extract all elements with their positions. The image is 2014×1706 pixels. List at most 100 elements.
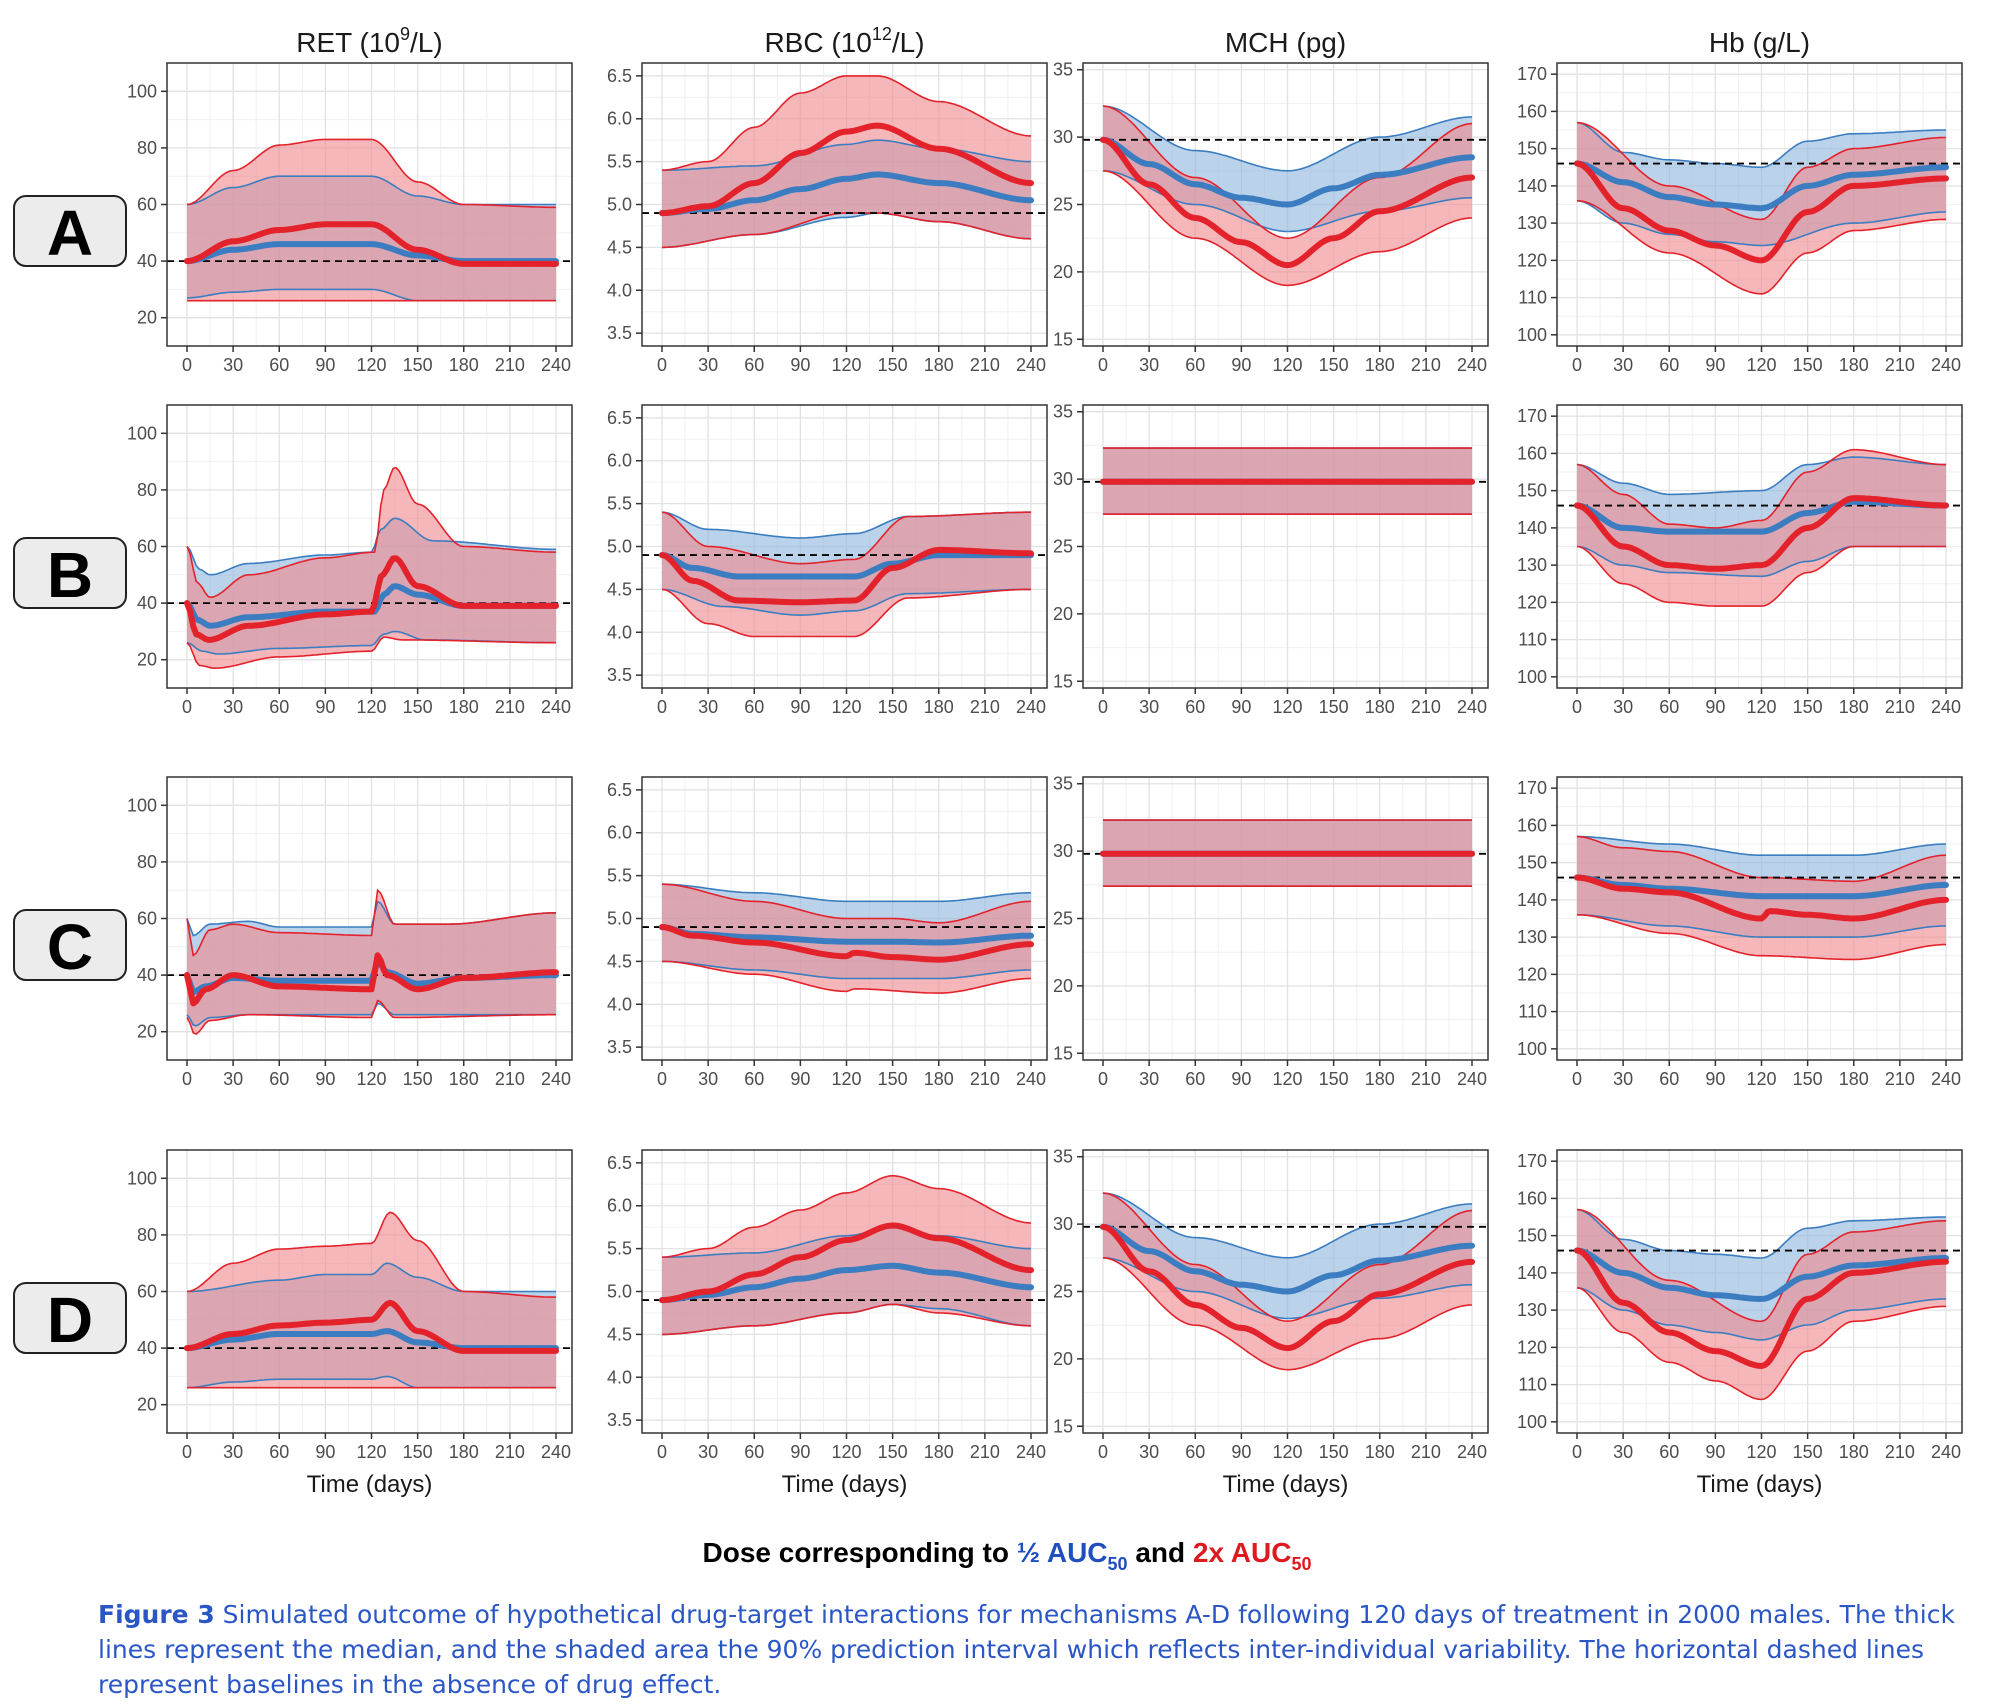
x-tick-label: 180 — [924, 1069, 954, 1089]
legend-high-dose: 2x AUC — [1193, 1537, 1292, 1568]
x-tick-label: 120 — [831, 697, 861, 717]
column-title-text: RBC (10 — [764, 27, 871, 58]
x-tick-label: 210 — [1411, 355, 1441, 375]
y-tick-label: 100 — [1517, 325, 1547, 345]
x-tick-label: 60 — [1185, 697, 1205, 717]
row-labels: A B C D — [13, 195, 127, 1356]
band-edge-upper — [662, 883, 1031, 903]
x-tick-label: 240 — [541, 355, 571, 375]
x-tick-label: 0 — [1098, 355, 1108, 375]
band-edge-lower — [1577, 914, 1946, 961]
median-line — [1574, 160, 1949, 212]
x-tick-label: 90 — [1705, 1069, 1725, 1089]
x-tick-label: 60 — [744, 1442, 764, 1462]
y-tick-label: 40 — [137, 1338, 157, 1358]
x-tick-label: 90 — [790, 1442, 810, 1462]
y-tick-label: 60 — [137, 1282, 157, 1302]
x-tick-label: 240 — [1931, 1442, 1961, 1462]
x-tick-label: 120 — [831, 1442, 861, 1462]
x-tick-label: 0 — [1098, 1069, 1108, 1089]
band-edge-upper — [1576, 121, 1946, 221]
x-tick-label: 180 — [924, 1442, 954, 1462]
x-tick-label: 120 — [831, 1069, 861, 1089]
x-tick-label: 210 — [1411, 697, 1441, 717]
panel-d-mch: 15 20 25 30 35 0 30 60 90 120 150 180 210 240 — [1053, 1147, 1489, 1462]
band-edge-upper — [1577, 835, 1947, 856]
x-tick-label: 0 — [1572, 1442, 1582, 1462]
y-tick-label: 6.5 — [607, 408, 632, 428]
legend-low-dose: ½ AUC — [1017, 1537, 1108, 1568]
y-tick-label: 160 — [1517, 1188, 1547, 1208]
band-edge-upper — [661, 1174, 1032, 1258]
y-tick-label: 130 — [1517, 1300, 1547, 1320]
x-tick-label: 210 — [1885, 697, 1915, 717]
y-tick-label: 35 — [1053, 1147, 1073, 1167]
y-tick-label: 20 — [137, 308, 157, 328]
x-tick-label: 0 — [1572, 355, 1582, 375]
x-tick-label: 90 — [1231, 697, 1251, 717]
x-tick-label: 120 — [1746, 1069, 1776, 1089]
x-tick-label: 120 — [356, 697, 386, 717]
x-tick-label: 0 — [657, 1442, 667, 1462]
x-tick-label: 90 — [1705, 697, 1725, 717]
y-tick-label: 110 — [1518, 1002, 1547, 1022]
x-tick-label: 180 — [449, 697, 479, 717]
x-tick-label: 90 — [1231, 1442, 1251, 1462]
x-tick-label: 240 — [1457, 697, 1487, 717]
panel-c-ret: 20 40 60 80 100 0 30 60 90 120 150 180 210 240 — [127, 776, 573, 1089]
x-tick-label: 30 — [698, 697, 718, 717]
x-axis-label: Time (days) — [307, 1471, 433, 1498]
x-tick-label: 60 — [269, 697, 289, 717]
y-tick-label: 30 — [1053, 469, 1073, 489]
y-tick-label: 40 — [137, 251, 157, 271]
band-edge-lower — [1576, 200, 1947, 247]
band-edge-upper — [186, 466, 557, 599]
x-tick-label: 90 — [315, 1442, 335, 1462]
x-tick-label: 240 — [541, 697, 571, 717]
x-tick-label: 150 — [403, 697, 433, 717]
panel-a-hb: 100 110 120 130 140 150 160 170 0 30 60 90 120 150 180… — [1517, 62, 1963, 375]
panel-c-hb: 100 110 120 130 140 150 160 170 0 30 60 90 120 150 180… — [1517, 776, 1963, 1089]
y-tick-label: 120 — [1517, 592, 1547, 612]
y-tick-label: 20 — [1053, 976, 1073, 996]
panel-a-mch: 15 20 25 30 35 0 30 60 90 120 150 180 210 240 — [1053, 60, 1489, 375]
y-tick-label: 4.5 — [607, 951, 632, 971]
y-tick-label: 130 — [1517, 927, 1547, 947]
x-tick-label: 180 — [449, 1442, 479, 1462]
x-tick-label: 30 — [1613, 1069, 1633, 1089]
band-edge-lower — [186, 999, 556, 1036]
x-tick-label: 60 — [744, 355, 764, 375]
y-tick-label: 130 — [1517, 213, 1547, 233]
y-tick-label: 5.5 — [607, 152, 632, 172]
median-line — [659, 1262, 1034, 1304]
band-edge-lower — [1576, 1287, 1946, 1401]
x-tick-label: 120 — [356, 1442, 386, 1462]
x-tick-label: 150 — [878, 355, 908, 375]
y-tick-label: 170 — [1517, 406, 1547, 426]
y-tick-label: 6.0 — [607, 109, 632, 129]
x-tick-label: 240 — [1016, 1069, 1046, 1089]
x-tick-label: 240 — [1016, 697, 1046, 717]
column-titles: RET (109/L) RBC (1012/L) MCH (pg) Hb (g/L) — [296, 24, 1810, 58]
y-tick-label: 100 — [127, 1168, 157, 1188]
y-tick-label: 120 — [1517, 1337, 1547, 1357]
x-tick-label: 60 — [1659, 1442, 1679, 1462]
x-tick-label: 30 — [1139, 355, 1159, 375]
band-edge-lower — [1576, 545, 1946, 607]
x-tick-label: 60 — [1659, 355, 1679, 375]
x-tick-label: 120 — [1272, 355, 1302, 375]
x-tick-label: 180 — [1839, 697, 1869, 717]
x-tick-label: 180 — [1839, 1069, 1869, 1089]
y-tick-label: 80 — [137, 852, 157, 872]
prediction-interval-band — [662, 75, 1031, 248]
row-label-b: B — [13, 537, 127, 611]
y-tick-label: 3.5 — [607, 323, 632, 343]
band-edge-upper — [662, 1226, 1031, 1258]
y-tick-label: 140 — [1517, 890, 1547, 910]
panel-a-ret: 20 40 60 80 100 0 30 60 90 120 150 180 210 240 — [127, 62, 573, 375]
y-tick-label: 15 — [1053, 671, 1073, 691]
x-tick-label: 0 — [657, 697, 667, 717]
x-tick-label: 120 — [356, 355, 386, 375]
panel-c-rbc: 3.5 4.0 4.5 5.0 5.5 6.0 6.5 0 30 60 90 120 150 180 210… — [607, 776, 1048, 1089]
y-tick-label: 15 — [1053, 329, 1073, 349]
